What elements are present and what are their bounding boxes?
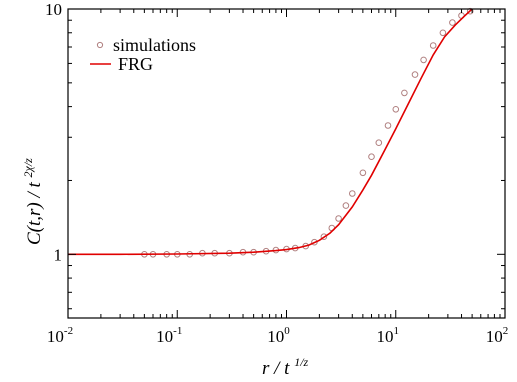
simulation-point: [349, 190, 356, 197]
x-axis-label-base: r / t: [262, 358, 290, 379]
x-tick-base: 10: [377, 327, 394, 346]
x-tick-exponent: -1: [173, 325, 182, 337]
x-tick-label: 101: [377, 325, 400, 346]
simulation-point: [392, 106, 400, 113]
x-tick-base: 10: [156, 327, 173, 346]
legend-simulations-marker: [96, 41, 104, 49]
simulation-point: [359, 169, 367, 177]
y-tick-label: 10: [45, 0, 62, 19]
x-tick-label: 102: [486, 325, 509, 346]
legend-simulations-label: simulations: [113, 35, 196, 55]
x-tick-label: 100: [267, 325, 290, 346]
simulation-point: [384, 122, 392, 129]
x-axis-label-sup: 1/z: [294, 355, 308, 369]
x-axis-label: r / t 1/z: [262, 355, 309, 379]
x-tick-exponent: 1: [394, 325, 400, 337]
simulation-point: [335, 215, 342, 222]
simulation-point: [429, 42, 437, 49]
simulation-point: [411, 71, 419, 78]
x-tick-exponent: 2: [503, 325, 509, 337]
legend: simulations FRG: [90, 35, 196, 74]
x-tick-label: 10-2: [47, 325, 73, 346]
simulation-point: [420, 56, 427, 64]
x-tick-base: 10: [47, 327, 64, 346]
y-tick-label: 1: [54, 245, 63, 264]
simulation-point: [375, 139, 383, 146]
simulation-point: [311, 238, 318, 246]
legend-frg-label: FRG: [118, 54, 153, 74]
y-axis-label-sup: 2χ/z: [21, 158, 35, 178]
simulation-point: [449, 19, 456, 26]
frg-curve: [68, 8, 473, 256]
simulation-point: [439, 29, 447, 37]
x-tick-label: 10-1: [156, 325, 182, 346]
x-tick-exponent: 0: [284, 325, 290, 337]
simulation-point: [320, 233, 328, 240]
frg-line: [68, 8, 473, 256]
simulation-point: [368, 153, 375, 160]
y-axis-label-base: C(t,r) / t: [24, 181, 45, 245]
x-tick-exponent: -2: [64, 325, 73, 337]
simulation-point: [401, 89, 408, 97]
y-axis-label: C(t,r) / t 2χ/z: [21, 158, 45, 245]
simulation-point: [342, 202, 350, 209]
x-tick-base: 10: [486, 327, 503, 346]
x-tick-base: 10: [267, 327, 284, 346]
